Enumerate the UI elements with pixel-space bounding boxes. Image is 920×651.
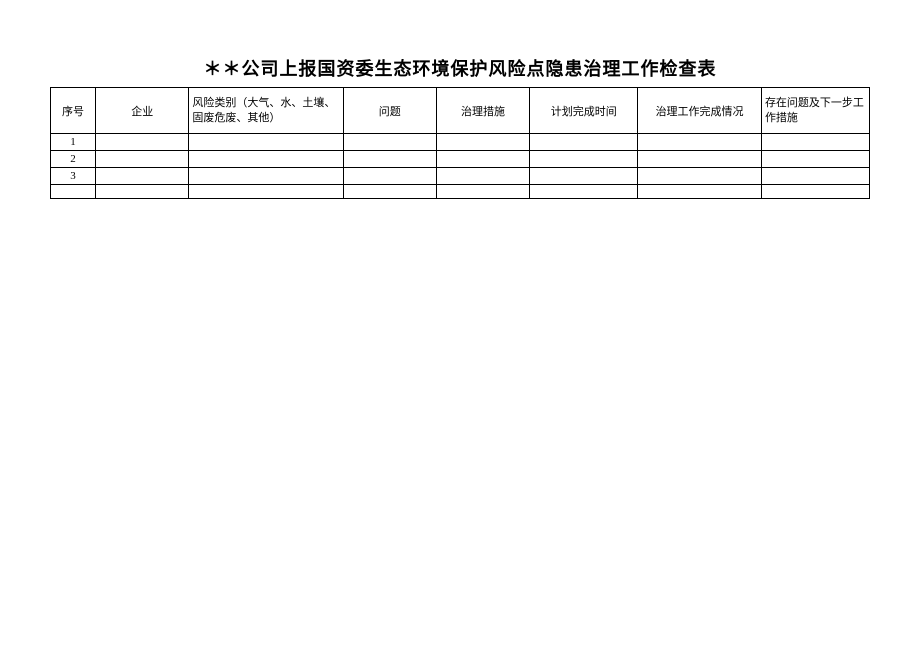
inspection-table: 序号 企业 风险类别（大气、水、土壤、固废危废、其他） 问题 治理措施 计划完成…: [50, 87, 870, 199]
cell-enterprise: [96, 151, 189, 168]
cell-completion: [638, 185, 762, 199]
cell-risk-category: [189, 185, 343, 199]
cell-index: [51, 185, 96, 199]
col-header-plan-time: 计划完成时间: [530, 88, 638, 134]
cell-next-steps: [761, 168, 869, 185]
cell-plan-time: [530, 168, 638, 185]
table-row: 1: [51, 134, 870, 151]
cell-next-steps: [761, 151, 869, 168]
cell-enterprise: [96, 134, 189, 151]
cell-completion: [638, 134, 762, 151]
cell-measures: [436, 151, 529, 168]
cell-next-steps: [761, 185, 869, 199]
col-header-index: 序号: [51, 88, 96, 134]
cell-risk-category: [189, 134, 343, 151]
cell-measures: [436, 185, 529, 199]
col-header-measures: 治理措施: [436, 88, 529, 134]
col-header-next-steps: 存在问题及下一步工作措施: [761, 88, 869, 134]
cell-index: 2: [51, 151, 96, 168]
cell-next-steps: [761, 134, 869, 151]
cell-enterprise: [96, 185, 189, 199]
cell-measures: [436, 168, 529, 185]
col-header-issue: 问题: [343, 88, 436, 134]
cell-issue: [343, 185, 436, 199]
cell-plan-time: [530, 185, 638, 199]
cell-plan-time: [530, 151, 638, 168]
cell-issue: [343, 151, 436, 168]
cell-index: 1: [51, 134, 96, 151]
table-container: 序号 企业 风险类别（大气、水、土壤、固废危废、其他） 问题 治理措施 计划完成…: [50, 87, 870, 199]
cell-issue: [343, 168, 436, 185]
col-header-completion: 治理工作完成情况: [638, 88, 762, 134]
document-title: ＊＊公司上报国资委生态环境保护风险点隐患治理工作检查表: [0, 55, 920, 81]
table-row: 3: [51, 168, 870, 185]
cell-issue: [343, 134, 436, 151]
cell-measures: [436, 134, 529, 151]
cell-index: 3: [51, 168, 96, 185]
table-header-row: 序号 企业 风险类别（大气、水、土壤、固废危废、其他） 问题 治理措施 计划完成…: [51, 88, 870, 134]
cell-enterprise: [96, 168, 189, 185]
cell-plan-time: [530, 134, 638, 151]
table-body: 1 2 3: [51, 134, 870, 199]
cell-risk-category: [189, 168, 343, 185]
cell-completion: [638, 151, 762, 168]
cell-completion: [638, 168, 762, 185]
table-row: [51, 185, 870, 199]
table-row: 2: [51, 151, 870, 168]
col-header-risk-category: 风险类别（大气、水、土壤、固废危废、其他）: [189, 88, 343, 134]
cell-risk-category: [189, 151, 343, 168]
col-header-enterprise: 企业: [96, 88, 189, 134]
